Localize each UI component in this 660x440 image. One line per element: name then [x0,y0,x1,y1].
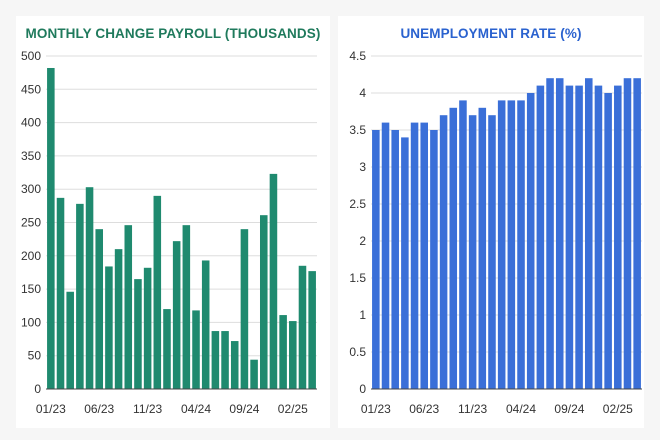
unemployment-bar [410,122,419,389]
unemployment-x-tick-label: 11/23 [458,402,487,416]
unemployment-bar [439,115,448,389]
unemployment-bar [526,93,535,389]
unemployment-y-tick-label: 2.5 [349,197,366,211]
unemployment-chart-title: UNEMPLOYMENT RATE (%) [400,26,582,41]
payroll-bar [221,331,229,389]
payroll-bar [56,197,65,389]
unemployment-x-tick-label: 04/24 [506,402,536,416]
payroll-bar [269,173,278,389]
unemployment-bar [459,100,467,390]
payroll-bar [259,215,268,389]
payroll-bar [47,67,55,389]
payroll-bar [230,341,239,389]
payroll-bar [114,249,123,389]
unemployment-bar [517,100,525,390]
unemployment-bar [372,130,380,389]
payroll-y-tick-label: 400 [21,116,41,130]
payroll-y-tick-label: 50 [28,349,42,363]
payroll-x-tick-label: 06/23 [84,402,114,416]
unemployment-bar [488,115,496,389]
payroll-bar [298,265,307,389]
payroll-x-tick-label: 11/23 [133,402,162,416]
payroll-x-tick-label: 01/23 [36,402,66,416]
payroll-bar [201,260,210,389]
unemployment-y-tick-label: 3.5 [349,123,366,137]
payroll-y-tick-label: 500 [21,49,41,63]
unemployment-bar [478,107,487,390]
payroll-bar [134,279,142,389]
unemployment-bar [507,100,516,390]
payroll-bar [124,225,133,389]
unemployment-bar [449,107,458,390]
payroll-x-tick-label: 04/24 [181,402,211,416]
payroll-bar [163,309,171,389]
unemployment-bar [468,115,477,389]
unemployment-bar [555,78,564,389]
payroll-y-tick-label: 200 [21,249,41,263]
unemployment-x-tick-label: 01/23 [361,402,391,416]
unemployment-bar [391,130,399,389]
payroll-bar [250,359,258,389]
payroll-y-tick-label: 250 [21,216,41,230]
unemployment-bar [623,78,632,389]
payroll-bar [143,267,152,389]
unemployment-bar [565,85,574,389]
unemployment-bar [497,100,506,390]
payroll-bar [279,315,287,389]
unemployment-x-tick-label: 06/23 [409,402,439,416]
payroll-chart-title: MONTHLY CHANGE PAYROLL (THOUSANDS) [25,26,321,41]
payroll-bar [182,225,191,389]
unemployment-y-tick-label: 0.5 [349,345,366,359]
payroll-bar [76,203,84,389]
payroll-bar [66,291,74,389]
payroll-bar [289,321,297,389]
payroll-y-tick-label: 100 [21,315,41,329]
unemployment-y-tick-label: 1.5 [349,271,366,285]
payroll-plot: 0 50 100 150 200 250 300 350 400 450 500 01/23 06/23… [21,49,317,416]
payroll-y-tick-label: 0 [34,382,41,396]
unemployment-y-tick-label: 0 [359,382,366,396]
unemployment-bar [584,78,593,389]
payroll-y-tick-label: 350 [21,149,41,163]
unemployment-bar [430,130,438,389]
payroll-x-tick-label: 02/25 [278,402,308,416]
unemployment-bar [575,85,583,389]
unemployment-bar [546,78,554,389]
payroll-bar [172,241,181,389]
payroll-x-tick-label: 09/24 [229,402,259,416]
payroll-y-tick-label: 150 [21,282,41,296]
payroll-bar [95,229,104,389]
payroll-bar [85,187,94,389]
unemployment-y-tick-label: 3 [359,160,366,174]
unemployment-y-tick-label: 4 [359,86,366,100]
unemployment-bar [381,122,390,389]
unemployment-plot: 0 0.5 1 1.5 2 2.5 3 3.5 4 4.5 01/23 06/23 11/23 04/24… [349,49,642,416]
payroll-bar [105,266,113,389]
unemployment-bar [594,85,603,389]
payroll-bar [153,195,162,389]
unemployment-bar [420,122,429,389]
unemployment-x-tick-label: 09/24 [554,402,584,416]
payroll-y-tick-label: 300 [21,182,41,196]
unemployment-bar [614,85,622,389]
payroll-bar [308,271,316,389]
unemployment-bar [604,93,612,389]
payroll-bar [211,331,220,389]
payroll-bar [240,229,249,389]
unemployment-y-tick-label: 2 [359,234,366,248]
unemployment-bar [633,78,641,389]
unemployment-y-tick-label: 1 [359,308,366,322]
unemployment-bar [401,137,409,389]
unemployment-x-tick-label: 02/25 [603,402,633,416]
unemployment-y-tick-label: 4.5 [349,49,366,63]
payroll-bar [192,310,200,389]
payroll-y-tick-label: 450 [21,82,41,96]
unemployment-bar [536,85,545,389]
